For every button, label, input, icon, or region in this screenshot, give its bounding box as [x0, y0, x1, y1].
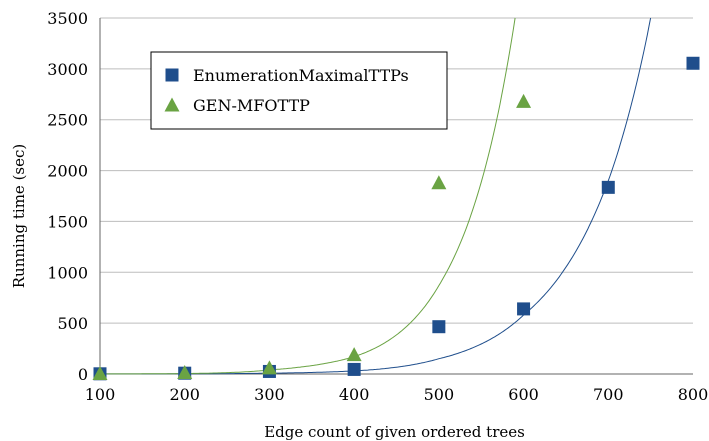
x-tick-label: 600: [508, 385, 539, 404]
x-tick-label: 200: [169, 385, 200, 404]
y-tick-label: 1500: [47, 212, 88, 231]
legend-entry-label: EnumerationMaximalTTPs: [193, 66, 409, 85]
data-point-square: [601, 180, 615, 194]
x-tick-label: 100: [85, 385, 116, 404]
trend-lines: [100, 17, 652, 375]
data-point-triangle: [516, 93, 532, 108]
y-tick-label: 3000: [47, 60, 88, 79]
x-tick-label: 500: [424, 385, 455, 404]
data-point-triangle: [92, 365, 108, 380]
data-point-triangle: [177, 364, 193, 379]
legend-box: [150, 51, 448, 130]
legend-entry-label: GEN-MFOTTP: [193, 96, 310, 115]
data-point-square: [432, 320, 446, 334]
tick-labels: 0 500 1000 1500 2000 2500 3000 3500 100 200 300 400…: [47, 9, 708, 404]
x-axis-label: Edge count of given ordered trees: [264, 423, 525, 441]
trend-line-1: [100, 17, 516, 375]
y-tick-label: 2500: [47, 111, 88, 130]
data-point-square: [347, 362, 361, 376]
y-tick-label: 1000: [47, 263, 88, 282]
y-tick-label: 2000: [47, 162, 88, 181]
y-tick-label: 500: [57, 314, 88, 333]
x-tick-label: 700: [593, 385, 624, 404]
y-axis-label: Running time (sec): [10, 144, 28, 288]
legend: EnumerationMaximalTTPs GEN-MFOTTP: [150, 51, 448, 130]
data-point-triangle: [346, 347, 362, 362]
x-tick-label: 400: [339, 385, 370, 404]
x-tick-label: 800: [678, 385, 709, 404]
data-point-triangle: [261, 360, 277, 375]
legend-marker-square: [165, 68, 179, 82]
data-markers: [92, 56, 700, 381]
legend-marker-triangle: [164, 97, 180, 112]
data-point-square: [517, 302, 531, 316]
data-point-triangle: [431, 175, 447, 190]
y-tick-label: 0: [78, 365, 88, 384]
data-point-square: [686, 56, 700, 70]
x-tick-label: 300: [254, 385, 285, 404]
y-tick-label: 3500: [47, 9, 88, 28]
